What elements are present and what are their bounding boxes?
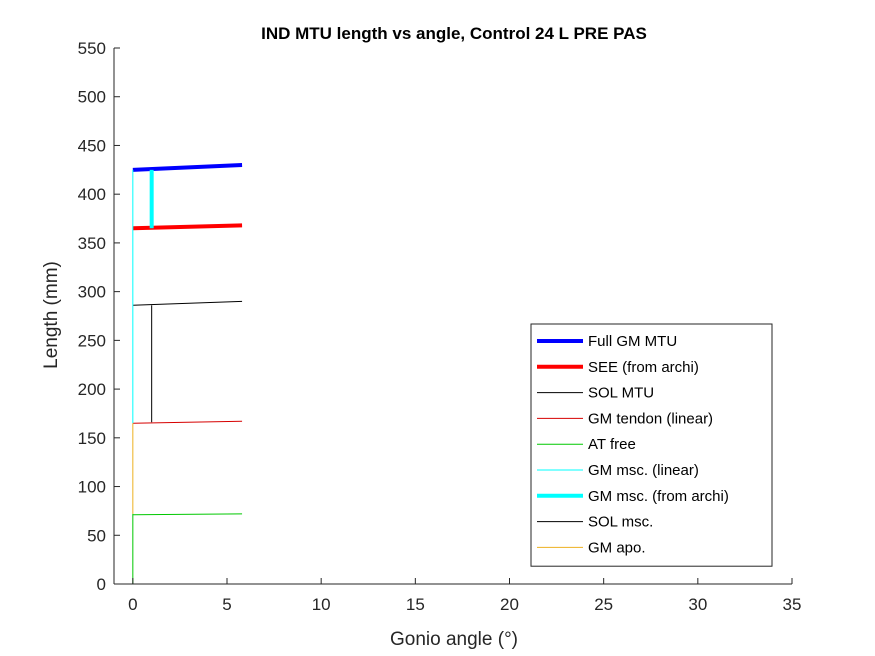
y-tick-label: 50	[87, 526, 106, 545]
x-tick-label: 25	[594, 595, 613, 614]
x-tick-label: 15	[406, 595, 425, 614]
x-tick-label: 20	[500, 595, 519, 614]
y-tick-label: 400	[78, 185, 106, 204]
axes: 0 5 10 15 20 25 30 3505010015020025030035040045…	[78, 39, 802, 614]
legend: Full GM MTU SEE (from archi) SOL MTU GM ten…	[530, 323, 773, 567]
x-tick-label: 35	[783, 595, 802, 614]
legend-entry: GM tendon (linear)	[588, 410, 713, 427]
x-tick-label: 10	[312, 595, 331, 614]
series-line-5	[132, 513, 243, 516]
x-tick-label: 30	[688, 595, 707, 614]
legend-entry: GM msc. (from archi)	[588, 488, 729, 505]
series-line-1	[132, 162, 243, 172]
series-line-4	[132, 420, 243, 424]
x-tick-label: 0	[128, 595, 137, 614]
y-tick-label: 500	[78, 88, 106, 107]
y-tick-label: 250	[78, 331, 106, 350]
legend-entry: AT free	[588, 436, 636, 453]
x-tick-label: 5	[222, 595, 231, 614]
legend-entry: SEE (from archi)	[588, 359, 699, 376]
legend-entry: SOL MTU	[588, 385, 654, 402]
legend-entry: GM apo.	[588, 539, 646, 556]
plot-area	[132, 162, 243, 584]
y-axis-label: Length (mm)	[41, 261, 62, 369]
y-tick-label: 100	[78, 478, 106, 497]
legend-entry: SOL msc.	[588, 514, 653, 531]
y-tick-label: 0	[97, 575, 106, 594]
y-tick-label: 300	[78, 283, 106, 302]
y-tick-label: 150	[78, 429, 106, 448]
y-tick-label: 550	[78, 39, 106, 58]
series-line-2	[132, 223, 243, 231]
series-line-3	[132, 300, 243, 306]
y-tick-label: 450	[78, 136, 106, 155]
y-tick-label: 350	[78, 234, 106, 253]
legend-box	[530, 323, 773, 567]
legend-entry: Full GM MTU	[588, 333, 677, 350]
x-axis-label: Gonio angle (°)	[390, 629, 518, 650]
y-tick-label: 200	[78, 380, 106, 399]
chart-title: IND MTU length vs angle, Control 24 L PR…	[261, 24, 647, 43]
legend-entry: GM msc. (linear)	[588, 462, 699, 479]
